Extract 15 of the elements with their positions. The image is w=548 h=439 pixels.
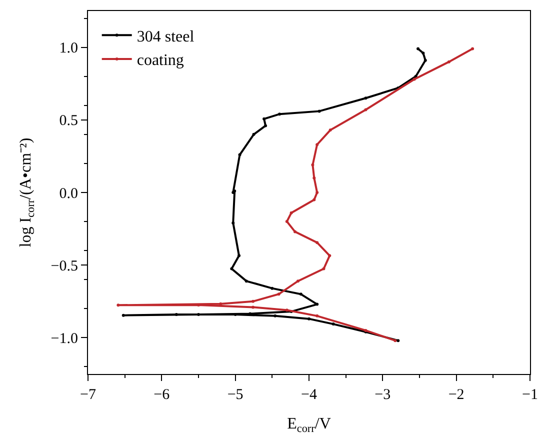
x-tick-label: −1	[522, 387, 538, 403]
x-axis-title: E$_{corr}$/V	[287, 416, 332, 436]
legend-label: coating	[136, 52, 184, 70]
y-tick-label: −0.5	[50, 258, 78, 274]
x-tick-label: −3	[374, 387, 391, 403]
y-tick-label: 0.5	[59, 113, 78, 130]
x-tick-label: −6	[154, 387, 170, 403]
legend-label: 304 steel	[136, 28, 195, 46]
x-tick-label: −2	[448, 387, 464, 403]
x-tick-label: −7	[80, 387, 96, 403]
y-tick-label: 0.0	[59, 186, 78, 202]
y-tick-label: 1.0	[59, 40, 78, 57]
x-tick-label: −5	[227, 387, 244, 403]
y-tick-label: −1.0	[50, 330, 78, 347]
x-tick-label: −4	[301, 387, 318, 403]
